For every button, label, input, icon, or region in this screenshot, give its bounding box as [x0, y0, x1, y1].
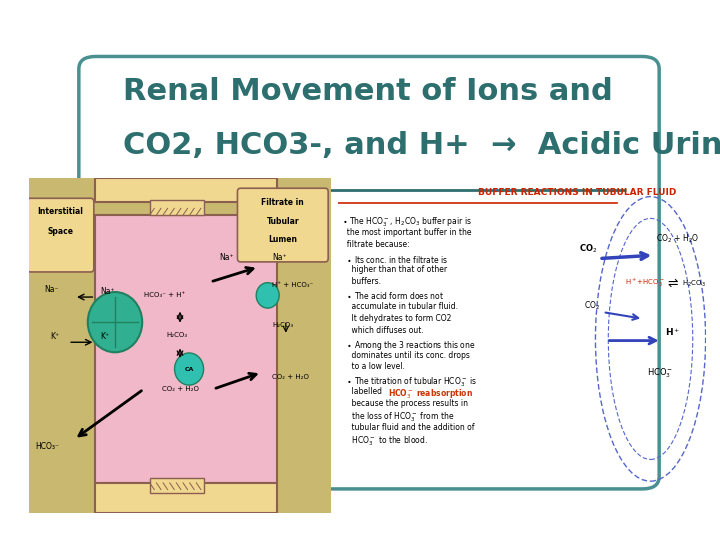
Text: higher than that of other: higher than that of other	[342, 265, 447, 274]
Text: because the process results in: because the process results in	[342, 399, 468, 408]
Text: Tubular: Tubular	[266, 217, 299, 226]
Text: H₂CO₃: H₂CO₃	[166, 332, 187, 338]
Text: It dehydrates to form CO2: It dehydrates to form CO2	[342, 314, 451, 323]
Bar	[150, 478, 204, 493]
Circle shape	[174, 353, 204, 385]
Text: H$^+$: H$^+$	[665, 326, 680, 338]
Text: CO$_2$: CO$_2$	[579, 243, 598, 255]
Text: HCO₃⁻ + H⁺: HCO₃⁻ + H⁺	[144, 292, 185, 298]
Bar	[95, 215, 276, 483]
Text: CO$_2$: CO$_2$	[585, 300, 600, 312]
Text: $\bullet$ The HCO$_3^-$, H$_2$CO$_3$ buffer pair is: $\bullet$ The HCO$_3^-$, H$_2$CO$_3$ buf…	[342, 215, 472, 228]
Text: HCO$_3^-$ to the blood.: HCO$_3^-$ to the blood.	[342, 434, 428, 448]
Text: $\bullet$ Its conc. in the filtrate is: $\bullet$ Its conc. in the filtrate is	[342, 253, 449, 265]
Circle shape	[88, 292, 142, 352]
Text: which diffuses out.: which diffuses out.	[342, 326, 424, 334]
Text: $⇌$: $⇌$	[667, 277, 679, 290]
Text: Na⁺: Na⁺	[100, 287, 114, 296]
Text: HCO₃⁻: HCO₃⁻	[35, 442, 59, 451]
Text: H$^+$+HCO$_3^-$: H$^+$+HCO$_3^-$	[625, 277, 665, 289]
Text: Renal Movement of Ions and: Renal Movement of Ions and	[124, 77, 613, 106]
Text: to a low level.: to a low level.	[342, 362, 405, 372]
Text: Na⁺: Na⁺	[272, 253, 287, 262]
Text: Na⁺: Na⁺	[220, 253, 234, 262]
Text: K⁺: K⁺	[50, 332, 59, 341]
Text: filtrate because:: filtrate because:	[342, 240, 410, 249]
Text: CO₂ + H₂O: CO₂ + H₂O	[162, 386, 199, 392]
Text: H⁺ + HCO₃⁻: H⁺ + HCO₃⁻	[272, 282, 313, 288]
Text: CO$_2$ + H$_2$O: CO$_2$ + H$_2$O	[656, 233, 699, 245]
Text: accumulate in tubular fluid.: accumulate in tubular fluid.	[342, 302, 458, 311]
Text: H$_2$CO$_3$: H$_2$CO$_3$	[682, 278, 706, 288]
Text: Filtrate in: Filtrate in	[261, 198, 304, 207]
Text: HCO$_3^-$: HCO$_3^-$	[647, 367, 673, 380]
Text: tubular fluid and the addition of: tubular fluid and the addition of	[342, 423, 474, 431]
Text: buffers.: buffers.	[342, 277, 381, 286]
Text: $\bullet$ The titration of tubular HCO$_3^-$ is: $\bullet$ The titration of tubular HCO$_…	[342, 376, 477, 389]
Text: K⁺: K⁺	[100, 332, 109, 341]
Text: $\bullet$ Among the 3 reactions this one: $\bullet$ Among the 3 reactions this one	[342, 339, 475, 352]
Text: labelled: labelled	[342, 388, 384, 396]
FancyBboxPatch shape	[238, 188, 328, 262]
Text: CO₂ + H₂O: CO₂ + H₂O	[272, 374, 309, 380]
Text: CA: CA	[184, 367, 194, 372]
Text: the loss of HCO$_3^-$ from the: the loss of HCO$_3^-$ from the	[342, 411, 454, 424]
Bar	[95, 178, 276, 201]
Text: $\bullet$ The acid form does not: $\bullet$ The acid form does not	[342, 291, 444, 301]
FancyBboxPatch shape	[27, 198, 94, 272]
Circle shape	[256, 282, 279, 308]
Text: H₂CO₃: H₂CO₃	[272, 322, 293, 328]
FancyBboxPatch shape	[79, 57, 660, 489]
Text: HCO$_3^-$ reabsorption: HCO$_3^-$ reabsorption	[388, 388, 473, 401]
Text: CO2, HCO3-, and H+  →  Acidic Urine: CO2, HCO3-, and H+ → Acidic Urine	[124, 131, 720, 160]
Text: Space: Space	[48, 227, 73, 236]
Text: the most important buffer in the: the most important buffer in the	[342, 228, 472, 238]
Text: Na⁻: Na⁻	[44, 285, 58, 294]
Bar	[95, 483, 276, 513]
Text: Interstitial: Interstitial	[37, 207, 84, 215]
Bar	[150, 200, 204, 215]
Text: BUFFER REACTIONS IN TUBULAR FLUID: BUFFER REACTIONS IN TUBULAR FLUID	[478, 188, 676, 197]
Text: Lumen: Lumen	[269, 235, 297, 244]
Text: dominates until its conc. drops: dominates until its conc. drops	[342, 350, 470, 360]
